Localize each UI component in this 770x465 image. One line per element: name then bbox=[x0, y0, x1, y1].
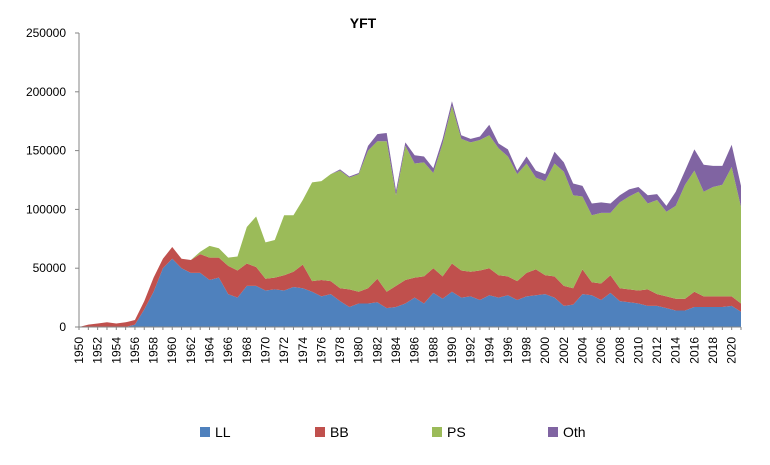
y-tick-label: 100000 bbox=[26, 202, 66, 216]
x-tick-label: 1998 bbox=[520, 337, 534, 364]
x-tick-label: 1974 bbox=[296, 337, 310, 364]
x-tick-label: 1952 bbox=[91, 337, 105, 364]
series-area-ll bbox=[79, 258, 741, 327]
x-tick-label: 2002 bbox=[557, 337, 571, 364]
x-tick-label: 1976 bbox=[314, 337, 328, 364]
x-tick-label: 1958 bbox=[147, 337, 161, 364]
legend-swatch-ps bbox=[432, 427, 442, 437]
axes: 0 50000 100000 150000 200000 250000 1950 1952 19… bbox=[26, 26, 742, 364]
series-area-bb bbox=[79, 247, 741, 327]
y-tick-label: 0 bbox=[59, 320, 66, 334]
y-tick-label: 200000 bbox=[26, 85, 66, 99]
legend: LL BB PS Oth bbox=[200, 424, 586, 440]
legend-swatch-oth bbox=[548, 427, 558, 437]
x-tick-label: 1968 bbox=[240, 337, 254, 364]
x-tick-label: 1966 bbox=[221, 337, 235, 364]
x-tick-label: 1980 bbox=[352, 337, 366, 364]
legend-label-ps: PS bbox=[447, 424, 466, 440]
x-tick-label: 1970 bbox=[258, 337, 272, 364]
legend-swatch-ll bbox=[200, 427, 210, 437]
x-tick-label: 1972 bbox=[277, 337, 291, 364]
y-tick-label: 50000 bbox=[33, 261, 67, 275]
x-tick-label: 2008 bbox=[613, 337, 627, 364]
x-tick-label: 2006 bbox=[594, 337, 608, 364]
x-tick-label: 1950 bbox=[72, 337, 86, 364]
x-tick-label: 1988 bbox=[426, 337, 440, 364]
x-tick-label: 1978 bbox=[333, 337, 347, 364]
legend-label-bb: BB bbox=[330, 424, 349, 440]
x-tick-label: 2000 bbox=[538, 337, 552, 364]
x-tick-label: 1960 bbox=[165, 337, 179, 364]
y-tick-label: 150000 bbox=[26, 144, 66, 158]
series-areas bbox=[79, 101, 741, 328]
x-tick-label: 1982 bbox=[370, 337, 384, 364]
x-tick-label: 1996 bbox=[501, 337, 515, 364]
x-tick-label: 2018 bbox=[706, 337, 720, 364]
x-tick-label: 1984 bbox=[389, 337, 403, 364]
x-tick-label: 1986 bbox=[408, 337, 422, 364]
x-tick-label: 1992 bbox=[464, 337, 478, 364]
x-tick-label: 2016 bbox=[687, 337, 701, 364]
x-tick-label: 2004 bbox=[575, 337, 589, 364]
x-tick-label: 2012 bbox=[650, 337, 664, 364]
x-tick-label: 1990 bbox=[445, 337, 459, 364]
x-tick-label: 1962 bbox=[184, 337, 198, 364]
x-tick-label: 2020 bbox=[725, 337, 739, 364]
series-area-ps bbox=[79, 105, 741, 327]
legend-label-oth: Oth bbox=[563, 424, 586, 440]
legend-swatch-bb bbox=[315, 427, 325, 437]
legend-label-ll: LL bbox=[215, 424, 231, 440]
x-tick-label: 2014 bbox=[669, 337, 683, 364]
y-tick-label: 250000 bbox=[26, 26, 66, 40]
x-tick-label: 1956 bbox=[128, 337, 142, 364]
x-tick-label: 1964 bbox=[203, 337, 217, 364]
x-tick-label: 1954 bbox=[109, 337, 123, 364]
chart-title: YFT bbox=[350, 15, 377, 31]
x-tick-label: 2010 bbox=[631, 337, 645, 364]
x-tick-label: 1994 bbox=[482, 337, 496, 364]
